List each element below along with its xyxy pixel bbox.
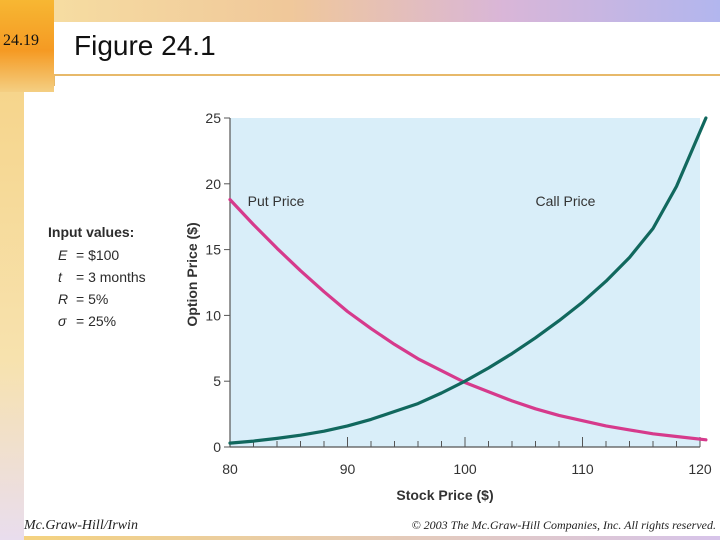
y-axis-label: Option Price ($): [184, 222, 200, 326]
footer-publisher: Mc.Graw-Hill/Irwin: [24, 518, 138, 533]
x-tick-label: 80: [222, 461, 238, 477]
annotation-put-price: Put Price: [248, 193, 305, 209]
input-symbol: σ: [58, 313, 67, 329]
input-value: = 3 months: [76, 269, 146, 285]
input-symbol: E: [58, 247, 68, 263]
annotation-call-price: Call Price: [536, 193, 596, 209]
input-row-exercise: E = $100: [48, 244, 146, 266]
input-value: = 5%: [76, 291, 109, 307]
input-row-rate: R = 5%: [48, 288, 146, 310]
footer-copyright: © 2003 The Mc.Graw-Hill Companies, Inc. …: [411, 518, 716, 532]
x-axis-label: Stock Price ($): [396, 487, 493, 503]
x-tick-label: 100: [453, 461, 477, 477]
input-values-heading: Input values:: [48, 224, 135, 240]
y-tick-label: 10: [205, 307, 221, 323]
title-underline: [54, 74, 720, 76]
input-value: = $100: [76, 247, 120, 263]
input-values-panel: Input values: E = $100 t = 3 months R = 5% …: [48, 224, 146, 332]
series-line-call-price: [228, 116, 708, 445]
x-tick-label: 110: [571, 461, 594, 477]
slide-title: Figure 24.1: [74, 30, 216, 61]
y-tick-label: 15: [205, 242, 221, 258]
y-tick-label: 25: [205, 110, 221, 126]
input-symbol: R: [58, 291, 69, 307]
x-tick-label: 90: [340, 461, 356, 477]
y-tick-label: 0: [213, 439, 221, 455]
slide-number-box: [0, 0, 54, 92]
input-value: = 25%: [76, 313, 117, 329]
footer-gradient-bar: [24, 536, 720, 540]
left-decor-strip: [0, 92, 24, 540]
title-underline-tick: [54, 76, 64, 86]
slide-number: 24.19: [3, 32, 39, 49]
top-gradient-bar: [0, 0, 720, 22]
input-row-volatility: σ = 25%: [48, 310, 146, 332]
plot-background: [230, 118, 700, 447]
input-symbol: t: [58, 269, 62, 285]
y-tick-label: 5: [213, 373, 221, 389]
option-price-chart: 0 5 10 15 20 25 80 90 100 110 120 Put Price Call Pri…: [184, 110, 712, 503]
x-tick-label: 120: [688, 461, 712, 477]
y-tick-label: 20: [205, 176, 221, 192]
input-row-time: t = 3 months: [48, 266, 146, 288]
